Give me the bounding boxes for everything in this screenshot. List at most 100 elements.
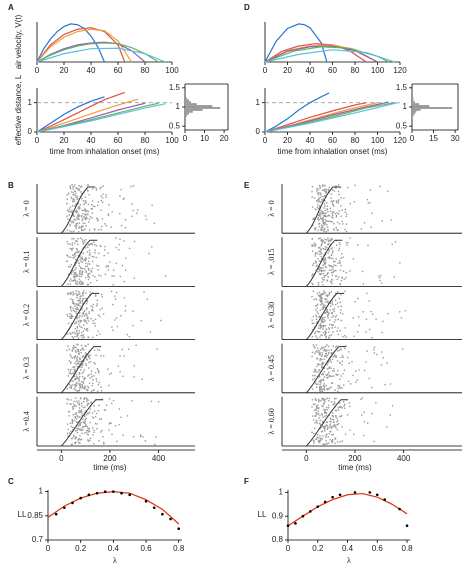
raster-dot	[83, 398, 86, 401]
raster-dot	[67, 192, 70, 195]
raster-dot	[79, 385, 82, 387]
raster-dot	[326, 349, 328, 351]
raster-dot	[78, 214, 80, 216]
raster-dot	[105, 266, 107, 268]
x-tick-label: 20	[283, 66, 292, 75]
raster-dot	[72, 407, 75, 409]
raster-dot	[87, 246, 89, 248]
raster-dot	[317, 199, 319, 201]
raster-dot	[80, 257, 82, 259]
raster-dot	[340, 280, 343, 282]
raster-dot	[80, 360, 83, 363]
x-axis-label: λ	[113, 556, 117, 565]
raster-dot	[81, 315, 83, 318]
raster-dot	[325, 190, 327, 193]
raster-dot	[333, 310, 335, 313]
raster-dot	[79, 295, 81, 298]
raster-dot	[320, 386, 323, 388]
raster-dot	[85, 353, 88, 355]
x-tick-label: 100	[371, 66, 385, 75]
raster-dot	[92, 319, 94, 322]
raster-dot	[331, 300, 333, 302]
raster-dot	[311, 322, 314, 324]
raster-dot	[82, 429, 84, 431]
x-tick-label: 80	[351, 66, 360, 75]
raster-dot	[77, 259, 79, 262]
raster-dot	[320, 248, 322, 251]
raster-dot	[86, 403, 89, 405]
raster-dot	[105, 196, 107, 198]
raster-dot	[324, 292, 326, 294]
raster-dot	[328, 249, 330, 251]
raster-dot	[317, 218, 319, 221]
raster-dot	[320, 379, 322, 382]
raster-dot	[78, 400, 80, 402]
raster-dot	[68, 432, 71, 434]
series-line	[264, 45, 378, 63]
raster-dot	[114, 298, 117, 300]
raster-dot	[317, 413, 320, 415]
raster-dot	[322, 303, 325, 305]
raster-dot	[79, 411, 81, 413]
raster-dot	[76, 248, 79, 251]
raster-dot	[72, 413, 74, 416]
raster-dot	[76, 343, 78, 346]
raster-dot	[123, 240, 125, 242]
raster-dot	[78, 222, 81, 224]
raster-dot	[319, 380, 321, 382]
raster-dot	[71, 332, 73, 334]
raster-dot	[318, 331, 321, 333]
raster-dot	[339, 186, 342, 189]
raster-dot	[107, 269, 110, 271]
raster-dot	[91, 200, 94, 202]
raster-dot	[96, 368, 99, 370]
raster-dot	[81, 412, 83, 415]
raster-dot	[76, 274, 78, 276]
raster-dot	[82, 425, 84, 428]
raster-dot	[324, 199, 326, 202]
raster-dot	[338, 247, 341, 250]
raster-dot	[74, 264, 77, 266]
raster-dot	[77, 211, 79, 213]
data-point	[144, 499, 148, 503]
raster-dot	[329, 420, 331, 422]
raster-dot	[316, 264, 318, 267]
raster-dot	[81, 332, 83, 334]
raster-dot	[366, 198, 369, 201]
raster-dot	[334, 426, 337, 428]
raster-dot	[75, 251, 78, 254]
raster-dot	[76, 348, 79, 351]
raster-dot	[91, 267, 94, 270]
raster-dot	[327, 188, 330, 191]
raster-dot	[87, 275, 90, 278]
raster-dot	[334, 326, 336, 328]
raster-dot	[334, 437, 337, 439]
raster-dot	[317, 407, 320, 410]
raster-dot	[338, 259, 341, 262]
raster-dot	[323, 306, 325, 308]
lambda-label: λ = 0.30	[267, 302, 276, 328]
raster-dot	[66, 202, 68, 205]
raster-dot	[335, 355, 337, 357]
raster-dot	[76, 390, 78, 392]
raster-dot	[72, 198, 75, 201]
raster-dot	[76, 357, 78, 360]
raster-dot	[83, 356, 85, 358]
raster-dot	[86, 251, 89, 253]
raster-dot	[317, 398, 320, 401]
raster-dot	[333, 375, 335, 377]
raster-dot	[78, 273, 81, 275]
raster-dot	[103, 254, 105, 257]
raster-dot	[336, 429, 339, 431]
raster-dot	[329, 439, 331, 441]
data-point	[79, 496, 82, 500]
raster-dot	[320, 252, 323, 254]
raster-dot	[331, 238, 333, 240]
raster-dot	[322, 226, 324, 228]
raster-dot	[320, 269, 322, 271]
raster-dot	[315, 419, 318, 422]
raster-dot	[86, 308, 88, 311]
raster-dot	[318, 375, 320, 377]
raster-dot	[151, 204, 153, 207]
raster-dot	[71, 231, 73, 233]
